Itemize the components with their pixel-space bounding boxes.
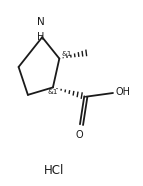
Text: N: N: [37, 17, 45, 27]
Text: O: O: [76, 130, 83, 140]
Text: &1: &1: [48, 89, 58, 95]
Text: HCl: HCl: [44, 164, 64, 177]
Text: OH: OH: [115, 87, 130, 97]
Text: H: H: [37, 32, 44, 42]
Text: &1: &1: [62, 51, 72, 57]
